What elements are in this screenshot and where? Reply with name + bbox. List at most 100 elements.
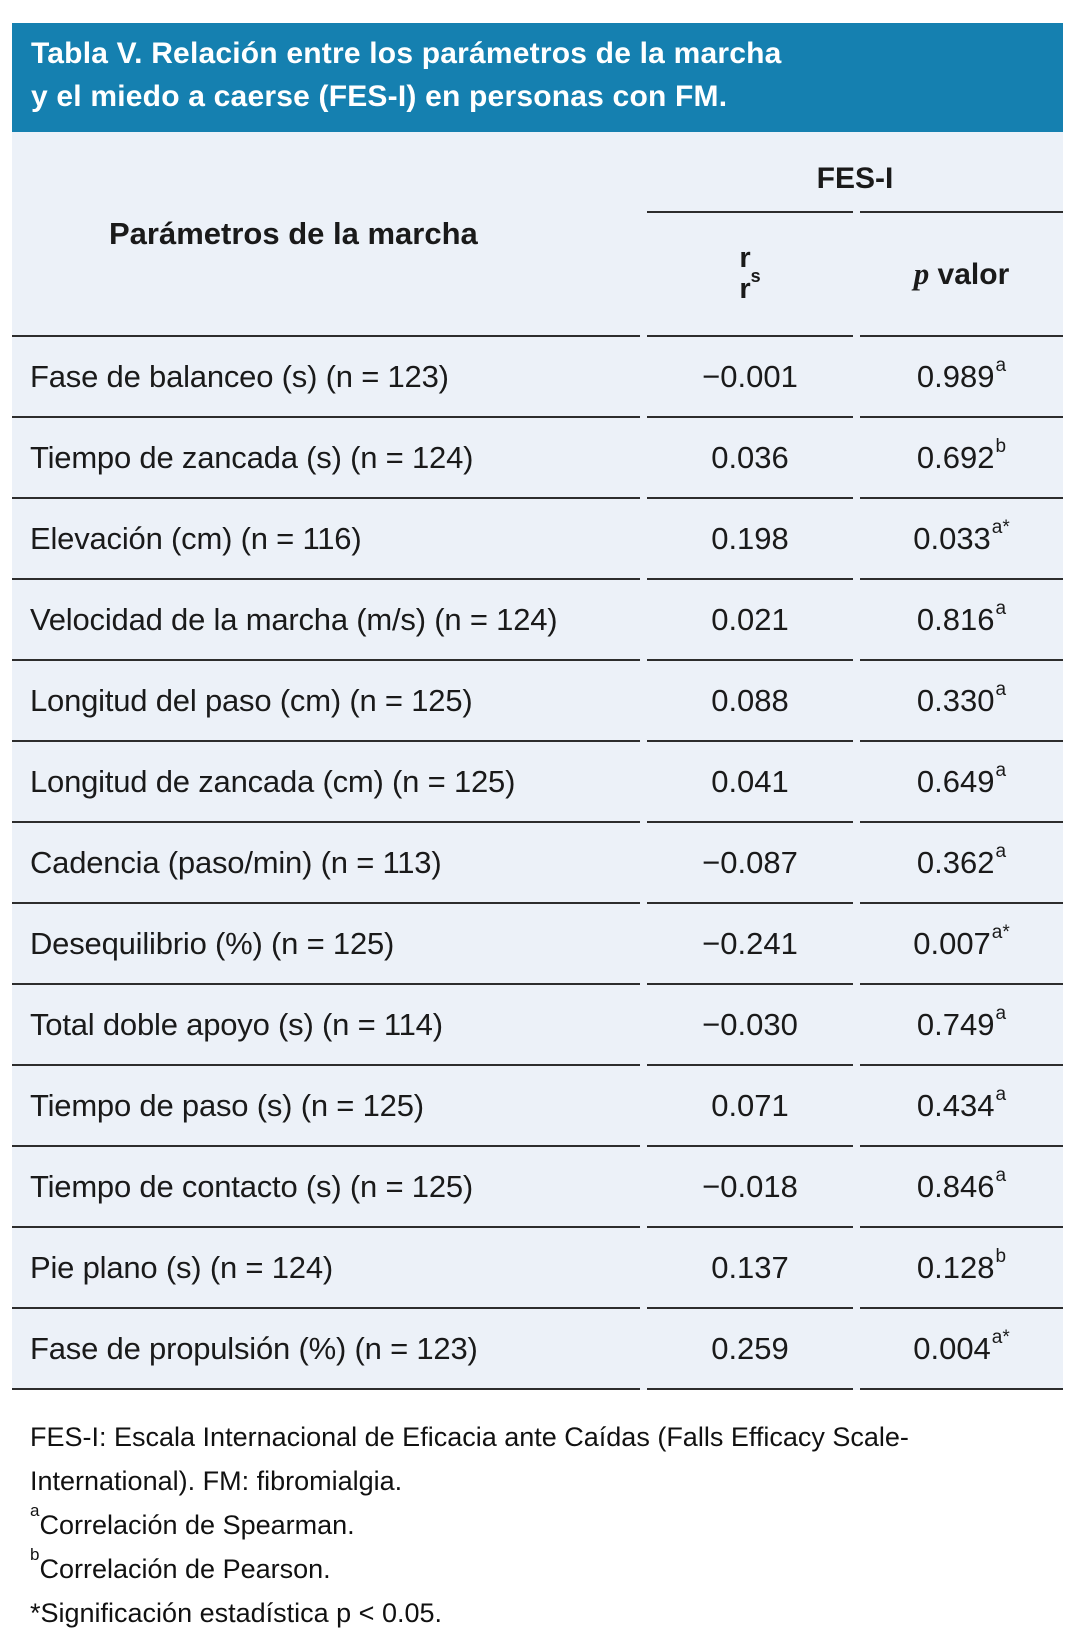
param-cell: Desequilibrio (%) (n = 125) — [12, 902, 640, 983]
p-value-superscript: a* — [991, 921, 1010, 943]
p-value-cell: 0.033 a* — [860, 497, 1063, 578]
p-value-cell: 0.649 a — [860, 740, 1063, 821]
footnote-superscript: b — [30, 1545, 40, 1564]
p-value: 0.989 — [916, 358, 995, 394]
p-value-cell: 0.007 a* — [860, 902, 1063, 983]
footnote-text: International). FM: fibromialgia. — [30, 1466, 403, 1496]
p-value: 0.004 — [913, 1330, 991, 1366]
param-cell: Longitud del paso (cm) (n = 125) — [12, 659, 640, 740]
p-value: 0.649 — [916, 763, 995, 799]
r-label: rs — [739, 273, 751, 305]
p-value-superscript: a — [995, 759, 1007, 781]
p-value: 0.033 — [913, 520, 991, 556]
p-value-cell: 0.692 b — [860, 416, 1063, 497]
r-value-cell: 0.137 — [647, 1226, 853, 1307]
p-value-superscript: a — [995, 597, 1007, 619]
table-row: Fase de propulsión (%) (n = 123) 0.259 0… — [12, 1307, 1063, 1390]
footnote-text: FES-I: Escala Internacional de Eficacia … — [30, 1422, 909, 1452]
p-value-superscript: a — [995, 1002, 1007, 1024]
table-row: Cadencia (paso/min) (n = 113) −0.087 0.3… — [12, 821, 1063, 902]
p-value-superscript: b — [995, 435, 1007, 457]
column-group-header-fesi: FES-I — [816, 161, 894, 195]
param-cell: Tiempo de contacto (s) (n = 125) — [12, 1145, 640, 1226]
footnotes: FES-I: Escala Internacional de Eficacia … — [12, 1390, 1063, 1632]
r-value-cell: 0.198 — [647, 497, 853, 578]
table-title-line-2: y el miedo a caerse (FES-I) en personas … — [31, 80, 728, 113]
r-value-cell: 0.088 — [647, 659, 853, 740]
p-value: 0.816 — [916, 601, 995, 637]
p-value-superscript: b — [995, 1245, 1007, 1267]
p-value-superscript: a — [995, 840, 1007, 862]
column-header-rs-r: rs rs — [647, 211, 853, 335]
footnote-superscript: a — [30, 1501, 40, 1520]
footnote: International). FM: fibromialgia. — [30, 1456, 1063, 1500]
r-value-cell: 0.071 — [647, 1064, 853, 1145]
p-value: 0.692 — [916, 439, 995, 475]
p-value-cell: 0.989 a — [860, 335, 1063, 416]
table-row: Total doble apoyo (s) (n = 114) −0.030 0… — [12, 983, 1063, 1064]
p-value-superscript: a* — [991, 516, 1010, 538]
p-value-cell: 0.846 a — [860, 1145, 1063, 1226]
p-value-cell: 0.816 a — [860, 578, 1063, 659]
column-header-parametros: Parámetros de la marcha — [109, 215, 478, 251]
p-value-cell: 0.004 a* — [860, 1307, 1063, 1390]
footnote-text: Correlación de Pearson. — [39, 1554, 331, 1584]
table-title: Tabla V. Relación entre los parámetros d… — [12, 23, 1063, 132]
param-cell: Longitud de zancada (cm) (n = 125) — [12, 740, 640, 821]
table-title-line-1: Tabla V. Relación entre los parámetros d… — [31, 37, 782, 70]
footnote: *Significación estadística p < 0.05. — [30, 1588, 1063, 1632]
p-value-superscript: a — [995, 1083, 1007, 1105]
data-table: Parámetros de la marcha FES-I rs rs p va… — [12, 132, 1063, 1390]
table-row: Fase de balanceo (s) (n = 123) −0.001 0.… — [12, 335, 1063, 416]
table-row: Desequilibrio (%) (n = 125) −0.241 0.007… — [12, 902, 1063, 983]
table-row: Longitud del paso (cm) (n = 125) 0.088 0… — [12, 659, 1063, 740]
rs-r-label: rs rs — [739, 243, 760, 305]
footnote: FES-I: Escala Internacional de Eficacia … — [30, 1412, 1063, 1456]
p-value: 0.330 — [916, 682, 995, 718]
p-value-superscript: a* — [991, 1326, 1010, 1348]
param-cell: Fase de balanceo (s) (n = 123) — [12, 335, 640, 416]
p-value: 0.434 — [916, 1087, 995, 1123]
table-rows: Fase de balanceo (s) (n = 123) −0.001 0.… — [12, 335, 1063, 1390]
param-cell: Pie plano (s) (n = 124) — [12, 1226, 640, 1307]
rs-label: rs — [739, 242, 761, 286]
p-valor-label: p valor — [913, 256, 1010, 291]
table-row: Pie plano (s) (n = 124) 0.137 0.128 b — [12, 1226, 1063, 1307]
p-value: 0.749 — [916, 1006, 995, 1042]
p-value: 0.362 — [916, 844, 995, 880]
r-value-cell: −0.241 — [647, 902, 853, 983]
column-header-p-valor: p valor — [860, 211, 1063, 335]
param-cell: Fase de propulsión (%) (n = 123) — [12, 1307, 640, 1390]
r-value-cell: 0.259 — [647, 1307, 853, 1390]
param-cell: Cadencia (paso/min) (n = 113) — [12, 821, 640, 902]
p-value: 0.846 — [916, 1168, 995, 1204]
param-cell: Elevación (cm) (n = 116) — [12, 497, 640, 578]
table-row: Tiempo de contacto (s) (n = 125) −0.018 … — [12, 1145, 1063, 1226]
r-value-cell: −0.087 — [647, 821, 853, 902]
footnote: bCorrelación de Pearson. — [30, 1544, 1063, 1588]
r-value-cell: 0.021 — [647, 578, 853, 659]
p-value: 0.007 — [913, 925, 991, 961]
p-value-superscript: a — [995, 354, 1007, 376]
param-cell: Velocidad de la marcha (m/s) (n = 124) — [12, 578, 640, 659]
p-value-cell: 0.330 a — [860, 659, 1063, 740]
table-row: Tiempo de zancada (s) (n = 124) 0.036 0.… — [12, 416, 1063, 497]
p-value-cell: 0.749 a — [860, 983, 1063, 1064]
param-cell: Tiempo de zancada (s) (n = 124) — [12, 416, 640, 497]
r-value-cell: 0.036 — [647, 416, 853, 497]
table-row: Tiempo de paso (s) (n = 125) 0.071 0.434… — [12, 1064, 1063, 1145]
footnote-text: Correlación de Spearman. — [39, 1510, 355, 1540]
footnote-text: *Significación estadística p < 0.05. — [30, 1598, 443, 1628]
r-value-cell: 0.041 — [647, 740, 853, 821]
table-row: Velocidad de la marcha (m/s) (n = 124) 0… — [12, 578, 1063, 659]
table-figure: Tabla V. Relación entre los parámetros d… — [12, 23, 1063, 1632]
param-cell: Tiempo de paso (s) (n = 125) — [12, 1064, 640, 1145]
table-row: Elevación (cm) (n = 116) 0.198 0.033 a* — [12, 497, 1063, 578]
p-value: 0.128 — [916, 1249, 995, 1285]
p-value-cell: 0.128 b — [860, 1226, 1063, 1307]
r-value-cell: −0.001 — [647, 335, 853, 416]
r-value-cell: −0.018 — [647, 1145, 853, 1226]
table-header: Parámetros de la marcha FES-I rs rs p va… — [12, 132, 1063, 335]
p-value-superscript: a — [995, 678, 1007, 700]
p-value-superscript: a — [995, 1164, 1007, 1186]
